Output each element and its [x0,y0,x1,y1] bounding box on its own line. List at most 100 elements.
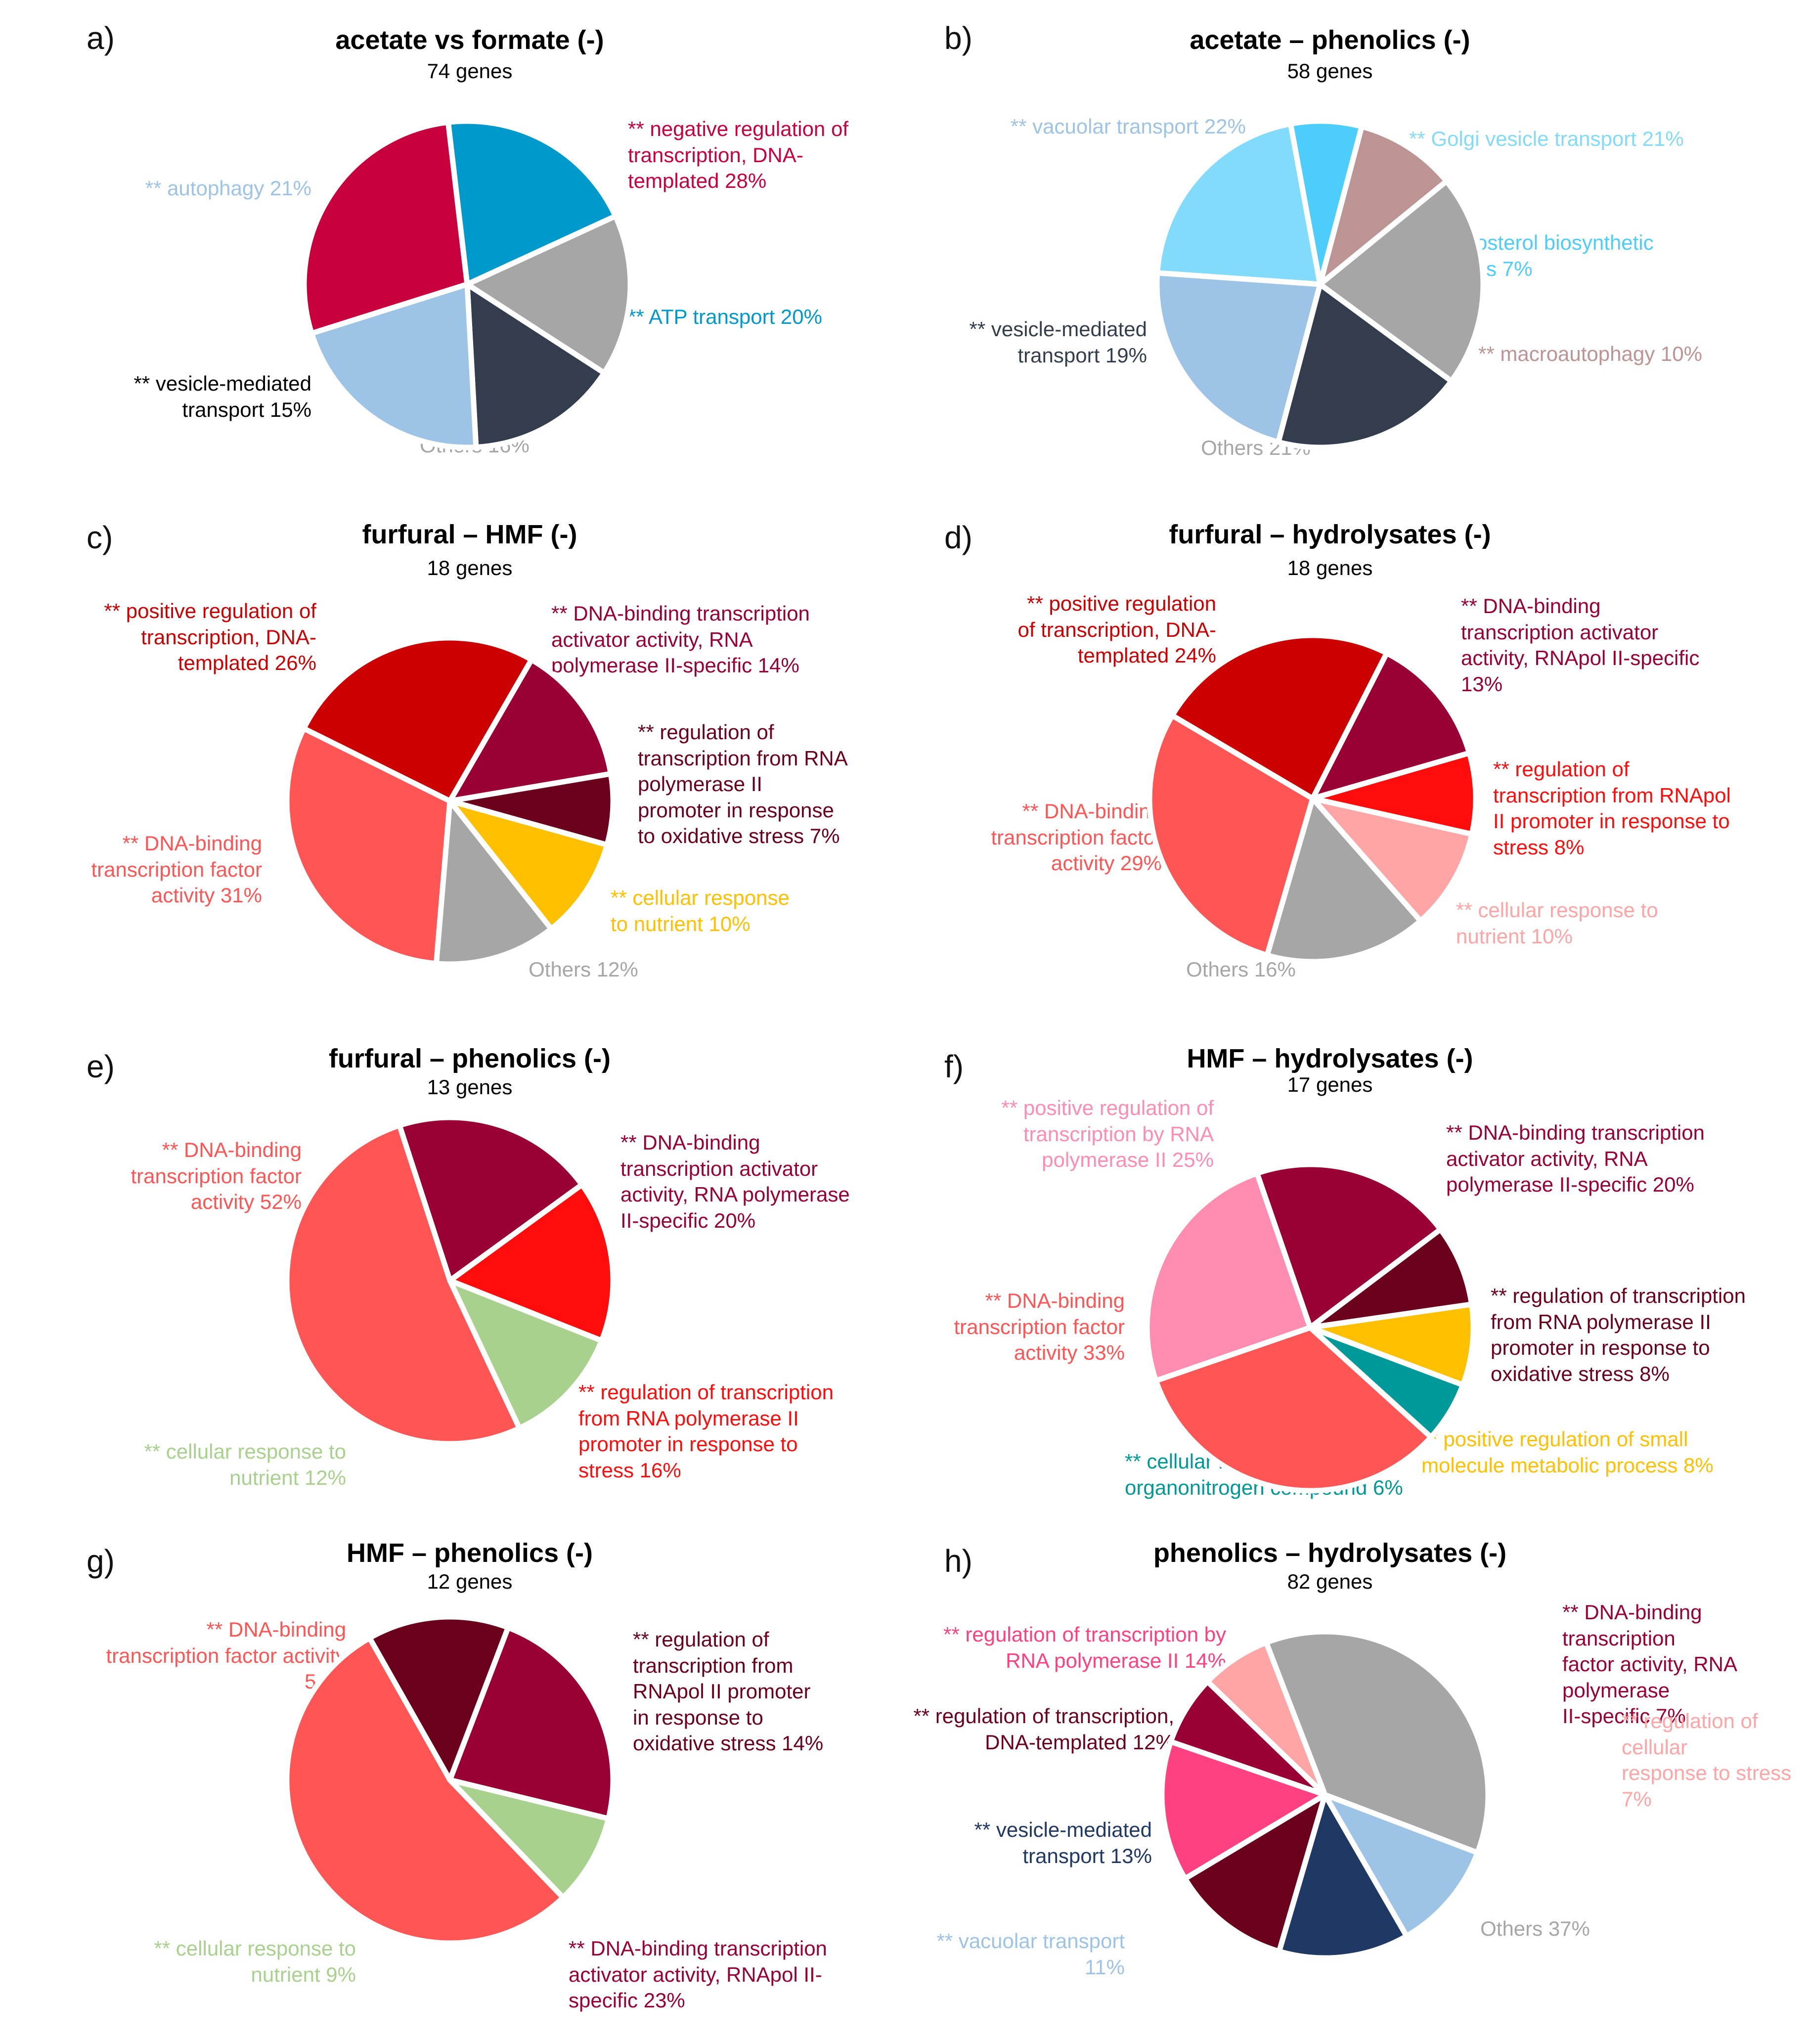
pie-slice [1153,1325,1434,1494]
slice-label: ** cellular response to nutrient 10% [1456,898,1658,948]
slice-label: ** vacuolar transport 11% [936,1929,1125,1979]
pie-slice [447,1278,605,1431]
slice-label: ** vesicle-mediated transport 19% [969,317,1147,367]
slice-label: ** positive regulation of small molecule … [1421,1427,1714,1477]
slice-label: ** DNA-binding transcription activator act… [620,1131,850,1232]
pie-slice [1317,178,1486,384]
slice-label: ** DNA-binding transcription activator ac… [569,1937,827,2012]
slice-label: ** positive regulation of transcription, … [1017,592,1216,667]
slice-label: ** regulation of cellular response to str… [1622,1709,1792,1811]
slice-label: ** DNA-binding transcription activator ac… [551,602,810,677]
pie-panel: f) HMF – hydrolysates (-) 17 genes ** DNA-b… [905,1023,1810,1518]
slice-label: ** ATP transport 20% [628,305,822,328]
pie-chart [1154,118,1486,450]
slice-label: ** DNA-binding transcription factor activ… [1562,1600,1736,1728]
chart-subtitle: 13 genes [427,1075,513,1099]
pie-slice [309,281,479,450]
pie-slice [1254,1161,1444,1331]
chart-title: furfural – phenolics (-) [328,1044,611,1073]
slice-label: ** autophagy 21% [145,177,311,200]
slice-label: ** cellular response to nutrient 9% [154,1937,356,1986]
panel-letter: f) [944,1049,964,1084]
pie-chart [301,118,633,450]
pie-slice [1182,1792,1328,1955]
slice-label: ** DNA-binding transcription factor activi… [991,800,1162,875]
slice-label: ** cellular response to nutrient 10% [611,886,790,935]
chart-title: furfural – HMF (-) [362,520,577,549]
chart-subtitle: 74 genes [427,59,513,83]
pie-slice [447,1182,616,1343]
pie-chart [284,1114,616,1447]
chart-title: HMF – phenolics (-) [347,1538,593,1568]
pie-chart [284,1614,616,1946]
slice-label: ** DNA-binding transcription factor activi… [954,1289,1125,1364]
pie-slice [464,213,633,376]
slice-label: ** DNA-binding transcription factor activ… [106,1618,346,1693]
slice-label: Others 37% [1480,1917,1590,1940]
pie-slice [284,1635,566,1946]
panel-letter: e) [87,1049,115,1084]
chart-title: phenolics – hydrolysates (-) [1153,1538,1507,1568]
pie-slice [433,798,554,967]
pie-slice [447,1625,616,1822]
panel-letter: g) [87,1543,115,1579]
chart-title: acetate – phenolics (-) [1190,25,1470,55]
pie-slice [284,725,453,967]
pie-slice [1307,1301,1476,1388]
slice-label: ** DNA-binding transcription factor activi… [131,1138,302,1213]
slice-label: ** DNA-binding transcription factor activi… [91,832,262,907]
chart-subtitle: 12 genes [427,1570,513,1593]
panel-letter: h) [944,1543,972,1579]
pie-slice [1276,281,1455,450]
slice-label: ** regulation of transcription by RNA pol… [943,1623,1226,1672]
pie-slice [1169,632,1390,801]
pie-slice [1154,121,1323,287]
chart-title: HMF – hydrolysates (-) [1187,1044,1473,1073]
slice-label: Others 16% [1186,958,1296,981]
slice-label: ** Golgi vesicle transport 21% [1409,127,1684,150]
pie-slice [447,1777,612,1901]
pie-slice [1264,796,1423,965]
slice-label: ** DNA-binding transcription activator ac… [1446,1121,1705,1196]
pie-panel: c) furfural – HMF (-) 18 genes ** DNA-bindi… [0,494,905,989]
pie-slice [1317,124,1450,287]
panel-letter: b) [944,20,972,56]
pie-slice [1263,1629,1491,1856]
slice-label: ** positive regulation of transcription b… [1001,1096,1214,1171]
chart-subtitle: 18 genes [1287,556,1373,579]
slice-label: ** vacuolar transport 22% [1010,115,1246,138]
pie-slice [397,1114,585,1284]
pie-panel: b) acetate – phenolics (-) 58 genes ** Golg… [905,0,1810,494]
pie-slice [367,1614,511,1783]
pie-chart [1144,1161,1476,1494]
slice-label: ** DNA-binding transcription activator act… [1461,594,1700,696]
chart-subtitle: 58 genes [1287,59,1373,83]
slice-label: ** macroautophagy 10% [1478,342,1702,365]
slice-label: ** regulation of transcription from RNA p… [578,1380,834,1482]
pie-panel: d) furfural – hydrolysates (-) 18 genes ** … [905,494,1810,989]
pie-slice [447,657,614,804]
pie-slice [301,119,470,336]
pie-slice [464,281,607,450]
pie-slice [1310,796,1475,924]
panel-letter: a) [87,20,115,56]
pie-slice [1159,1739,1328,1881]
chart-subtitle: 17 genes [1287,1073,1373,1096]
pie-panel: g) HMF – phenolics (-) 12 genes ** regulati… [0,1518,905,2012]
pie-slice [1144,1170,1313,1383]
pie-panel: a) acetate vs formate (-) 74 genes ** negat… [0,0,905,494]
pie-panel: h) phenolics – hydrolysates (-) 82 genes **… [905,1518,1810,2012]
slice-label: ** positive regulation of transcription, … [104,599,316,674]
chart-title: furfural – hydrolysates (-) [1169,520,1491,549]
pie-slice [1276,1792,1410,1961]
pie-slice [1322,1792,1481,1939]
slice-label: ** negative regulation of transcription, … [628,117,848,192]
panel-letter: c) [87,520,113,555]
pie-chart [284,635,616,967]
pie-slice [447,798,610,932]
chart-subtitle: 18 genes [427,556,513,579]
slice-label: ** regulation of transcription from RNApol… [633,1628,824,1755]
slice-label: Others 12% [529,958,638,981]
